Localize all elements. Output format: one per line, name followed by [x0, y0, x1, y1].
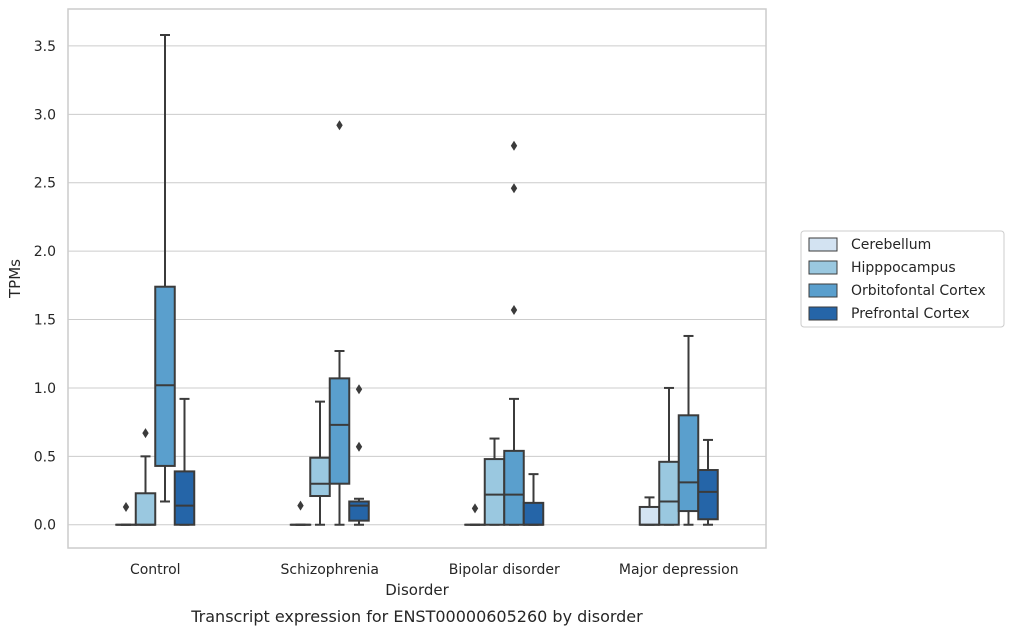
legend-item: Cerebellum [809, 237, 931, 253]
box [504, 141, 524, 525]
y-tick-label: 0.0 [34, 518, 56, 534]
box-body [136, 493, 156, 524]
outlier-point [472, 503, 478, 513]
outlier-point [356, 384, 362, 394]
box-body [485, 459, 505, 525]
legend-swatch [809, 238, 837, 251]
y-tick-label: 1.5 [34, 313, 56, 329]
box-body [349, 501, 369, 520]
legend-label: Prefrontal Cortex [851, 306, 970, 322]
box [465, 503, 485, 524]
x-axis-label: Disorder [385, 581, 449, 599]
box-body [640, 507, 660, 525]
legend-label: Cerebellum [851, 237, 931, 253]
box [155, 35, 175, 501]
box [698, 440, 718, 525]
legend: Cerebellum Hipppocampus Orbitofontal Corte… [801, 231, 1004, 327]
legend-item: Orbitofontal Cortex [809, 283, 986, 299]
outlier-point [511, 183, 517, 193]
box-series [116, 35, 718, 525]
y-tick-label: 3.5 [34, 39, 56, 55]
box [330, 120, 350, 524]
outlier-point [511, 305, 517, 315]
x-tick-labels: Control Schizophrenia Bipolar disorder Majo… [130, 562, 739, 578]
x-tick-label: Control [130, 562, 181, 578]
legend-item: Hipppocampus [809, 260, 956, 276]
box [175, 399, 195, 525]
box-body [155, 287, 175, 466]
outlier-point [297, 501, 303, 511]
series-prefrontal-cortex [175, 384, 718, 524]
box-body [679, 415, 699, 511]
x-tick-label: Schizophrenia [281, 562, 379, 578]
box-body [698, 470, 718, 519]
y-tick-label: 2.0 [34, 244, 56, 260]
box [524, 474, 544, 525]
y-tick-label: 2.5 [34, 176, 56, 192]
box [349, 384, 369, 524]
box-body [504, 451, 524, 525]
y-tick-label: 0.5 [34, 449, 56, 465]
outlier-point [356, 442, 362, 452]
box [136, 428, 156, 525]
y-axis-label: TPMs [6, 259, 24, 299]
box [116, 502, 136, 525]
x-tick-label: Major depression [619, 562, 739, 578]
legend-label: Hipppocampus [851, 260, 956, 276]
box-body [175, 471, 195, 524]
box [679, 336, 699, 525]
y-tick-label: 1.0 [34, 381, 56, 397]
box-body [310, 458, 330, 496]
box [310, 402, 330, 525]
box [291, 501, 311, 525]
legend-item: Prefrontal Cortex [809, 306, 970, 322]
box-body [659, 462, 679, 525]
series-orbitofontal-cortex [155, 35, 698, 525]
legend-label: Orbitofontal Cortex [851, 283, 986, 299]
box [640, 497, 660, 524]
outlier-point [336, 120, 342, 130]
box [485, 439, 505, 525]
outlier-point [511, 141, 517, 151]
chart-caption: Transcript expression for ENST0000060526… [190, 607, 643, 626]
outlier-point [123, 502, 129, 512]
legend-swatch [809, 307, 837, 320]
box-body [524, 503, 544, 525]
y-tick-labels: 0.0 0.5 1.0 1.5 2.0 2.5 3.0 3.5 [34, 39, 56, 534]
outlier-point [142, 428, 148, 438]
legend-swatch [809, 261, 837, 274]
y-tick-label: 3.0 [34, 107, 56, 123]
series-cerebellum [116, 497, 659, 524]
x-tick-label: Bipolar disorder [449, 562, 560, 578]
legend-swatch [809, 284, 837, 297]
box-body [330, 378, 350, 483]
